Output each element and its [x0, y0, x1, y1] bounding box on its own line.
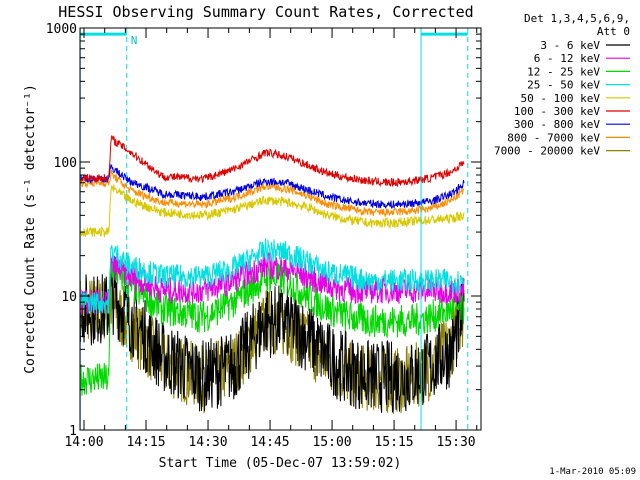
x-tick-label: 15:30 [437, 435, 476, 450]
legend-label: 6 - 12 keV [534, 52, 601, 65]
x-axis-ticks: 14:00 14:15 14:30 14:45 15:00 15:15 15:30 [64, 28, 478, 450]
x-axis-label: Start Time (05-Dec-07 13:59:02) [159, 456, 402, 471]
y-tick-label: 1000 [46, 22, 77, 37]
x-tick-label: 15:00 [312, 435, 351, 450]
chart-title: HESSI Observing Summary Count Rates, Cor… [58, 3, 473, 21]
series-line-25-50-kev [79, 238, 465, 314]
y-axis-ticks: 1 10 100 1000 [46, 22, 481, 439]
series-line-300-800-kev [79, 163, 465, 209]
legend-label: 100 - 300 keV [514, 105, 600, 118]
series-line-50-100-kev [79, 184, 465, 239]
y-axis-label: Corrected Count Rate (s⁻¹ detector⁻¹) [23, 84, 38, 374]
footer-timestamp: 1-Mar-2010 05:09 [549, 467, 636, 477]
legend-header-detectors: Det 1,3,4,5,6,9, [524, 12, 630, 25]
x-tick-label: 14:00 [64, 435, 103, 450]
legend-label: 300 - 800 keV [514, 118, 600, 131]
plot-area [79, 28, 469, 430]
night-annotation: N [131, 34, 138, 47]
series-line-100-300-kev [79, 135, 465, 188]
x-tick-label: 14:30 [188, 435, 227, 450]
plot-frame [79, 27, 482, 431]
x-tick-label: 14:15 [126, 435, 165, 450]
series-line-3-6-kev [79, 265, 465, 413]
y-tick-label: 1 [69, 424, 77, 439]
x-tick-label: 14:45 [250, 435, 289, 450]
legend-label: 12 - 25 keV [527, 65, 600, 78]
series-line-800-7000-kev [79, 170, 465, 218]
legend-label: 3 - 6 keV [540, 39, 600, 52]
x-tick-label: 15:15 [374, 435, 413, 450]
legend-label: 7000 - 20000 keV [494, 145, 600, 158]
legend-header-attenuator: Att 0 [597, 25, 630, 38]
y-tick-label: 100 [54, 156, 77, 171]
y-tick-label: 10 [61, 290, 77, 305]
legend-label: 25 - 50 keV [527, 79, 600, 92]
series-line-6-12-kev [79, 252, 465, 315]
legend-label: 50 - 100 keV [521, 92, 601, 105]
legend-label: 800 - 7000 keV [507, 131, 600, 144]
